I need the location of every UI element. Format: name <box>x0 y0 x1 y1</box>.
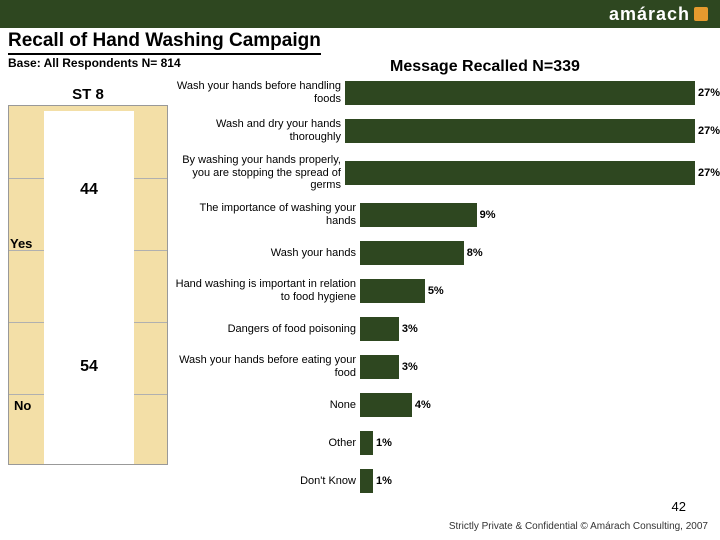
bar-no: 54 <box>44 270 134 464</box>
page-number: 42 <box>672 499 686 514</box>
chart-row: Dangers of food poisoning 3% <box>175 314 720 344</box>
bar-wrap: 1% <box>360 469 720 493</box>
row-label: Wash and dry your hands thoroughly <box>175 118 345 143</box>
pct-label: 3% <box>402 323 418 335</box>
chart-row: Don't Know 1% <box>175 466 720 496</box>
brand-mark-icon <box>694 7 708 21</box>
chart-row: Wash your hands before handling foods 27% <box>175 78 720 108</box>
base-text: Base: All Respondents N= 814 <box>8 56 181 70</box>
left-chart-area: 5444 <box>8 105 168 465</box>
row-label: By washing your hands properly, you are … <box>175 154 345 192</box>
row-label: The importance of washing your hands <box>175 202 360 227</box>
bar <box>360 241 464 265</box>
chart-row: Hand washing is important in relation to… <box>175 276 720 306</box>
chart-row: By washing your hands properly, you are … <box>175 154 720 192</box>
row-label: Wash your hands before handling foods <box>175 80 345 105</box>
brand-bar: amárach <box>0 0 720 28</box>
bar <box>360 317 399 341</box>
pct-label: 3% <box>402 361 418 373</box>
row-label: Wash your hands before eating your food <box>175 354 360 379</box>
brand-logo: amárach <box>609 4 708 25</box>
pct-label: 9% <box>480 209 496 221</box>
bar <box>360 431 373 455</box>
left-chart-label: ST 8 <box>8 86 168 103</box>
bar <box>360 279 425 303</box>
row-label: Other <box>175 437 360 450</box>
bar <box>345 119 695 143</box>
chart-row: Wash your hands 8% <box>175 238 720 268</box>
pct-label: 27% <box>698 167 720 179</box>
bar-wrap: 27% <box>345 161 720 185</box>
pct-label: 4% <box>415 399 431 411</box>
bar-wrap: 5% <box>360 279 720 303</box>
bar <box>360 469 373 493</box>
left-chart: ST 8 5444 <box>8 86 168 466</box>
bar-wrap: 3% <box>360 317 720 341</box>
pct-label: 27% <box>698 87 720 99</box>
bar-wrap: 1% <box>360 431 720 455</box>
row-label: None <box>175 399 360 412</box>
bar-wrap: 27% <box>345 119 720 143</box>
pct-label: 1% <box>376 475 392 487</box>
chart-row: The importance of washing your hands 9% <box>175 200 720 230</box>
bar-wrap: 9% <box>360 203 720 227</box>
bar <box>360 203 477 227</box>
yes-label: Yes <box>10 236 32 251</box>
bar <box>345 81 695 105</box>
bar <box>360 393 412 417</box>
pct-label: 27% <box>698 125 720 137</box>
bar <box>345 161 695 185</box>
chart-row: Wash your hands before eating your food 3… <box>175 352 720 382</box>
chart-row: None 4% <box>175 390 720 420</box>
footer-text: Strictly Private & Confidential © Amárac… <box>449 521 708 532</box>
bar-wrap: 8% <box>360 241 720 265</box>
row-label: Wash your hands <box>175 247 360 260</box>
chart-row: Other 1% <box>175 428 720 458</box>
chart-row: Wash and dry your hands thoroughly 27% <box>175 116 720 146</box>
pct-label: 1% <box>376 437 392 449</box>
bar-yes: 44 <box>44 111 134 269</box>
row-label: Don't Know <box>175 475 360 488</box>
pct-label: 5% <box>428 285 444 297</box>
pct-label: 8% <box>467 247 483 259</box>
right-chart: Wash your hands before handling foods 27%… <box>175 78 720 504</box>
bar-wrap: 27% <box>345 81 720 105</box>
bar <box>360 355 399 379</box>
no-label: No <box>14 398 31 413</box>
bar-wrap: 3% <box>360 355 720 379</box>
row-label: Hand washing is important in relation to… <box>175 278 360 303</box>
bar-wrap: 4% <box>360 393 720 417</box>
right-chart-title: Message Recalled N=339 <box>390 58 580 76</box>
brand-text: amárach <box>609 4 690 25</box>
page-title: Recall of Hand Washing Campaign <box>8 30 321 55</box>
row-label: Dangers of food poisoning <box>175 323 360 336</box>
